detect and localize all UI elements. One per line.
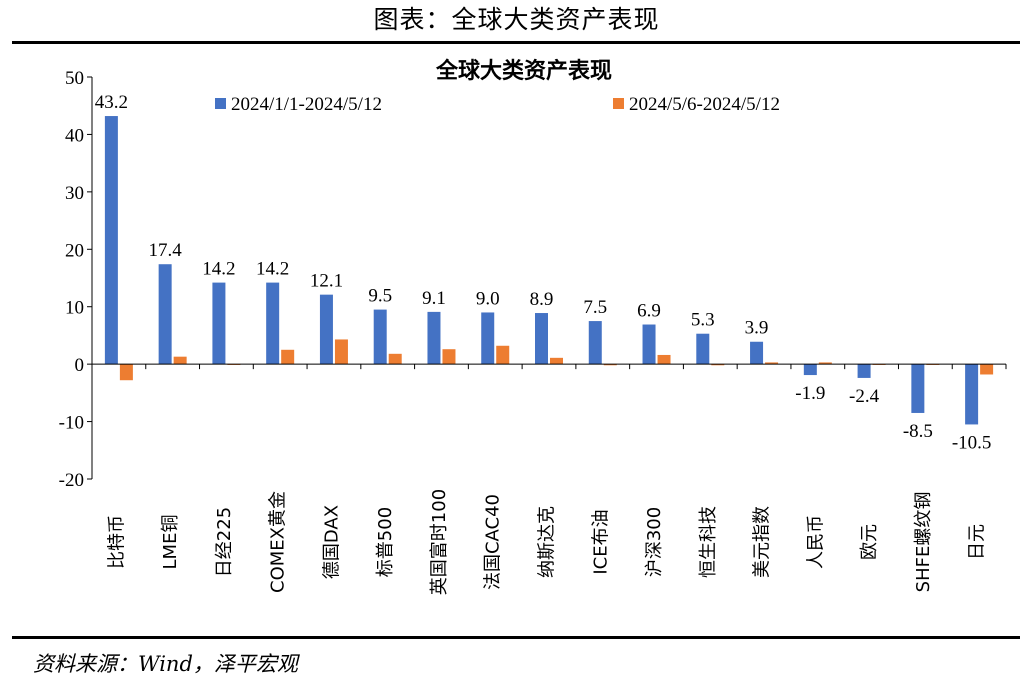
y-tick-label: 50	[65, 68, 84, 89]
top-rule	[12, 41, 1020, 44]
bar-series-1	[212, 282, 226, 365]
bar-series-2	[980, 364, 994, 375]
category-label: 德国DAX	[321, 505, 342, 579]
bar-series-1	[696, 333, 710, 365]
category-label: 美元指数	[752, 506, 773, 578]
bar-series-2	[603, 364, 617, 366]
data-label: -2.4	[849, 386, 880, 407]
y-tick-label: -20	[59, 470, 84, 491]
bar-series-1	[158, 264, 172, 365]
category-label: 标普500	[375, 507, 396, 577]
bar-series-1	[319, 294, 333, 365]
bar-chart: 全球大类资产表现 2024/1/1-2024/5/12 2024/5/6-202…	[59, 58, 1007, 595]
bar-series-2	[173, 356, 187, 365]
bar-series-1	[803, 364, 817, 376]
y-tick-label: -10	[59, 413, 84, 434]
bar-series-1	[857, 364, 871, 378]
data-label: 5.3	[691, 310, 715, 331]
bars	[104, 116, 1007, 425]
bar-series-1	[642, 324, 656, 365]
y-tick-label: 10	[65, 298, 84, 319]
page-heading: 图表：全球大类资产表现	[373, 5, 660, 34]
bar-series-1	[104, 116, 118, 365]
category-label: SHFE螺纹钢	[913, 492, 934, 593]
data-label: -1.9	[795, 383, 825, 404]
legend-swatch-series-2	[613, 98, 624, 109]
bar-series-2	[442, 349, 456, 365]
category-label: 沪深300	[644, 507, 665, 577]
y-tick-label: 30	[65, 183, 84, 204]
bar-series-2	[334, 339, 348, 365]
category-label: 人民币	[805, 515, 826, 569]
data-labels: 43.2 17.4 14.2 14.2 12.1 9.5 9.1 9.0 8.9 7.5 6.9 5.…	[95, 92, 992, 453]
category-label: 法国CAC40	[483, 494, 504, 590]
y-axis-ticks: 50 40 30 20 10 0 -10 -20	[59, 68, 92, 491]
data-label: 8.9	[530, 289, 554, 310]
category-label: 纳斯达克	[537, 506, 558, 578]
bar-series-2	[765, 362, 779, 365]
bar-series-1	[427, 311, 441, 365]
data-label: 17.4	[149, 240, 183, 261]
category-label: COMEX黄金	[268, 491, 289, 593]
y-tick-label: 0	[75, 355, 85, 376]
data-label: 7.5	[583, 297, 607, 318]
category-label: 日经225	[214, 507, 235, 577]
bar-series-1	[266, 282, 280, 365]
category-label: LME铜	[160, 515, 181, 570]
bar-series-2	[281, 349, 295, 365]
bar-series-1	[535, 313, 548, 365]
y-tick-label: 40	[65, 125, 84, 146]
bar-series-2	[550, 357, 563, 365]
data-label: 9.1	[422, 288, 446, 309]
data-label: 14.2	[256, 259, 289, 280]
chart-title: 全球大类资产表现	[435, 58, 612, 84]
data-label: -8.5	[903, 421, 933, 442]
data-label: 9.5	[368, 286, 392, 307]
data-label: -10.5	[952, 432, 992, 453]
data-label: 43.2	[95, 92, 128, 113]
category-label: 欧元	[859, 524, 880, 560]
category-label: 英国富时100	[429, 489, 450, 595]
bar-series-2	[119, 364, 133, 381]
data-label: 6.9	[637, 301, 661, 322]
bar-series-1	[588, 321, 602, 365]
legend: 2024/1/1-2024/5/12 2024/5/6-2024/5/12	[215, 94, 780, 115]
legend-swatch-series-1	[215, 98, 226, 109]
data-label: 12.1	[310, 271, 343, 292]
bar-series-1	[373, 309, 387, 365]
bar-series-2	[818, 362, 832, 365]
category-label: ICE布油	[590, 509, 611, 574]
category-label: 日元	[967, 524, 988, 560]
category-labels: 比特币 LME铜 日经225 COMEX黄金 德国DAX 标普500 英国富时100 法国CA…	[106, 489, 987, 595]
legend-label-series-1: 2024/1/1-2024/5/12	[231, 94, 382, 115]
bar-series-1	[750, 341, 764, 365]
category-label: 比特币	[106, 515, 127, 569]
bar-series-2	[657, 354, 671, 365]
bottom-rule	[12, 636, 1020, 639]
bar-series-1	[481, 312, 495, 365]
data-label: 3.9	[745, 318, 769, 339]
legend-label-series-2: 2024/5/6-2024/5/12	[629, 94, 780, 115]
bar-series-1	[965, 364, 979, 425]
bar-series-2	[496, 345, 510, 365]
data-label: 9.0	[476, 288, 500, 309]
bar-series-2	[388, 353, 402, 365]
bar-series-2	[711, 364, 725, 366]
y-tick-label: 20	[65, 240, 84, 261]
source-note: 资料来源：Wind，泽平宏观	[33, 652, 298, 676]
data-label: 14.2	[202, 259, 235, 280]
bar-series-1	[911, 364, 925, 413]
category-label: 恒生科技	[698, 506, 719, 578]
